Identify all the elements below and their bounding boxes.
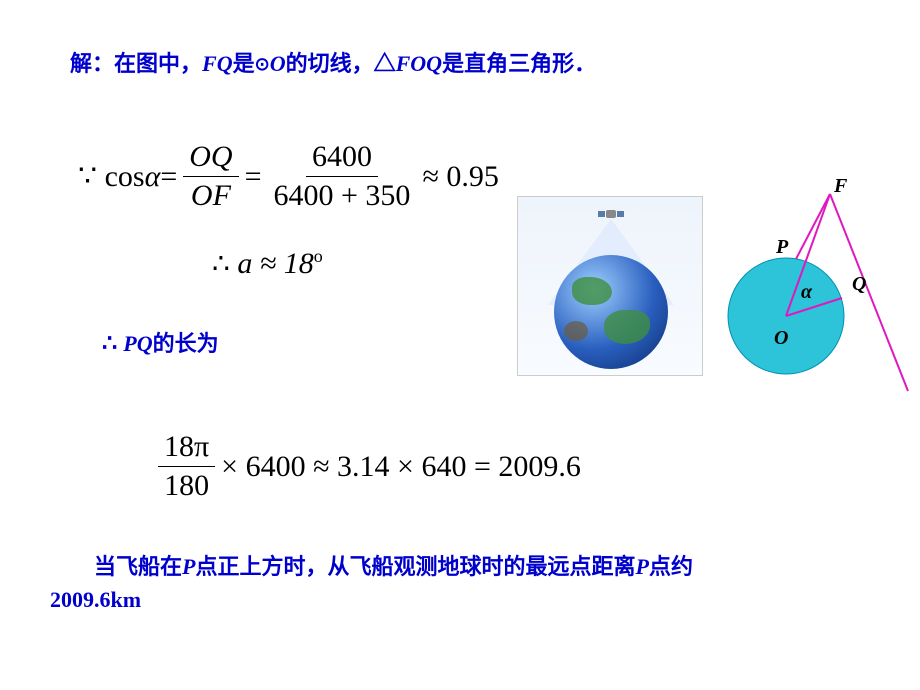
text: 点正上方时，从飞船观测地球时的最远点距离 (195, 554, 635, 579)
text: 解：在图中， (70, 51, 202, 76)
text: 是直角三角形． (442, 51, 596, 76)
therefore-symbol: ∴ (102, 331, 117, 357)
text: 是 (233, 51, 255, 76)
fraction-oq-of: OQ OF (183, 140, 238, 213)
geometry-diagram: F P Q O α (716, 186, 906, 396)
foq-label: FOQ (396, 51, 442, 76)
earth-globe (554, 255, 668, 369)
diagram-svg: F P Q O α (716, 186, 916, 406)
text: 的长为 (153, 331, 219, 356)
earth-illustration (517, 196, 703, 376)
text: 当飞船在 (94, 554, 182, 579)
pq-length-label: ∴PQ的长为 (102, 326, 219, 358)
numerator: 18π (158, 430, 215, 467)
fraction-18pi-180: 18π 180 (158, 430, 215, 503)
because-cos: ∵ cosα (78, 159, 160, 194)
calc-rest: × 6400 ≈ 3.14 × 640 = 2009.6 (221, 450, 581, 484)
denominator: OF (185, 177, 237, 213)
label-q: Q (852, 273, 866, 295)
eq-sign: = (160, 160, 177, 194)
equation-cos: ∵ cosα = OQ OF = 6400 6400 + 350 ≈ 0.95 (78, 140, 499, 213)
label-f: F (833, 175, 848, 197)
fq-label: FQ (202, 51, 233, 76)
approx-result: ≈ 0.95 (422, 160, 498, 194)
angle-value: a ≈ 18 (230, 247, 314, 280)
pq-label: PQ (123, 331, 152, 356)
therefore-symbol: ∴ (212, 249, 230, 280)
line-fq-tangent (830, 194, 908, 391)
p-label: P (182, 554, 195, 579)
label-o: O (774, 327, 788, 349)
numerator: 6400 (306, 140, 378, 177)
denominator: 180 (158, 467, 215, 503)
numerator: OQ (183, 140, 238, 177)
line-fp (796, 194, 830, 259)
denominator: 6400 + 350 (268, 177, 417, 213)
solution-header: 解：在图中，FQ是⊙O的切线，△FOQ是直角三角形． (70, 46, 596, 78)
o-label: O (270, 51, 286, 76)
p-label: P (636, 554, 649, 579)
text: 的切线， (286, 51, 374, 76)
label-alpha: α (801, 281, 813, 303)
conclusion-text: 当飞船在P点正上方时，从飞船观测地球时的最远点距离P点约2009.6km (50, 550, 870, 616)
fraction-values: 6400 6400 + 350 (268, 140, 417, 213)
degree-symbol: o (314, 246, 323, 266)
eq-sign: = (245, 160, 262, 194)
equation-angle: ∴ a ≈ 18o (212, 246, 323, 281)
text: 点约 (649, 554, 693, 579)
triangle-symbol: △ (374, 51, 396, 76)
result-km: 2009.6km (50, 587, 141, 612)
circle-symbol: ⊙ (255, 54, 270, 74)
label-p: P (775, 236, 789, 258)
equation-arclength: 18π 180 × 6400 ≈ 3.14 × 640 = 2009.6 (152, 430, 581, 503)
